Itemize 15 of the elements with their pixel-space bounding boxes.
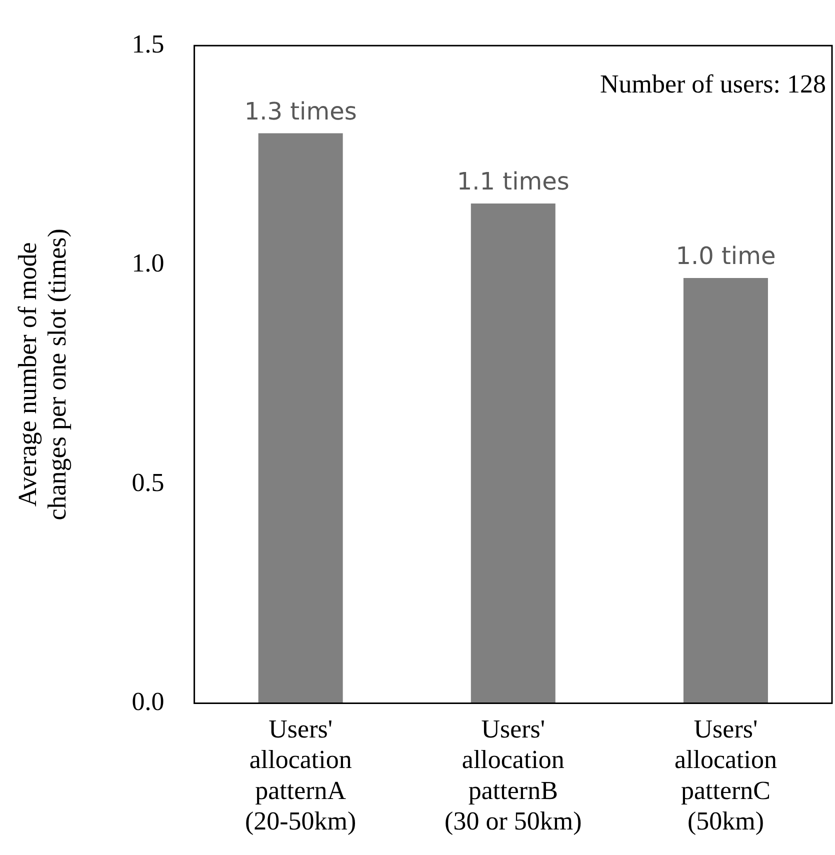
data-label: 1.3 times	[244, 98, 357, 126]
bar	[258, 133, 343, 704]
data-label: 1.1 times	[456, 168, 570, 196]
annotation: Number of users: 128	[600, 69, 826, 98]
y-tick-label: 0.5	[132, 468, 164, 497]
y-tick-label: 1.0	[132, 248, 164, 278]
bar	[683, 278, 768, 704]
x-tick-label: Users' allocation patternA (20-50km)	[244, 714, 356, 836]
x-tick-label: Users' allocation patternC (50km)	[674, 714, 777, 836]
y-tick-label: 0.0	[132, 687, 164, 716]
y-tick-label: 1.5	[132, 29, 164, 58]
bar	[470, 203, 556, 704]
data-label: 1.0 time	[676, 242, 776, 270]
y-axis-title: Average number of mode changes per one slot (times)	[12, 228, 72, 520]
x-tick-label: Users' allocation patternB (30 or 50km)	[444, 714, 582, 836]
